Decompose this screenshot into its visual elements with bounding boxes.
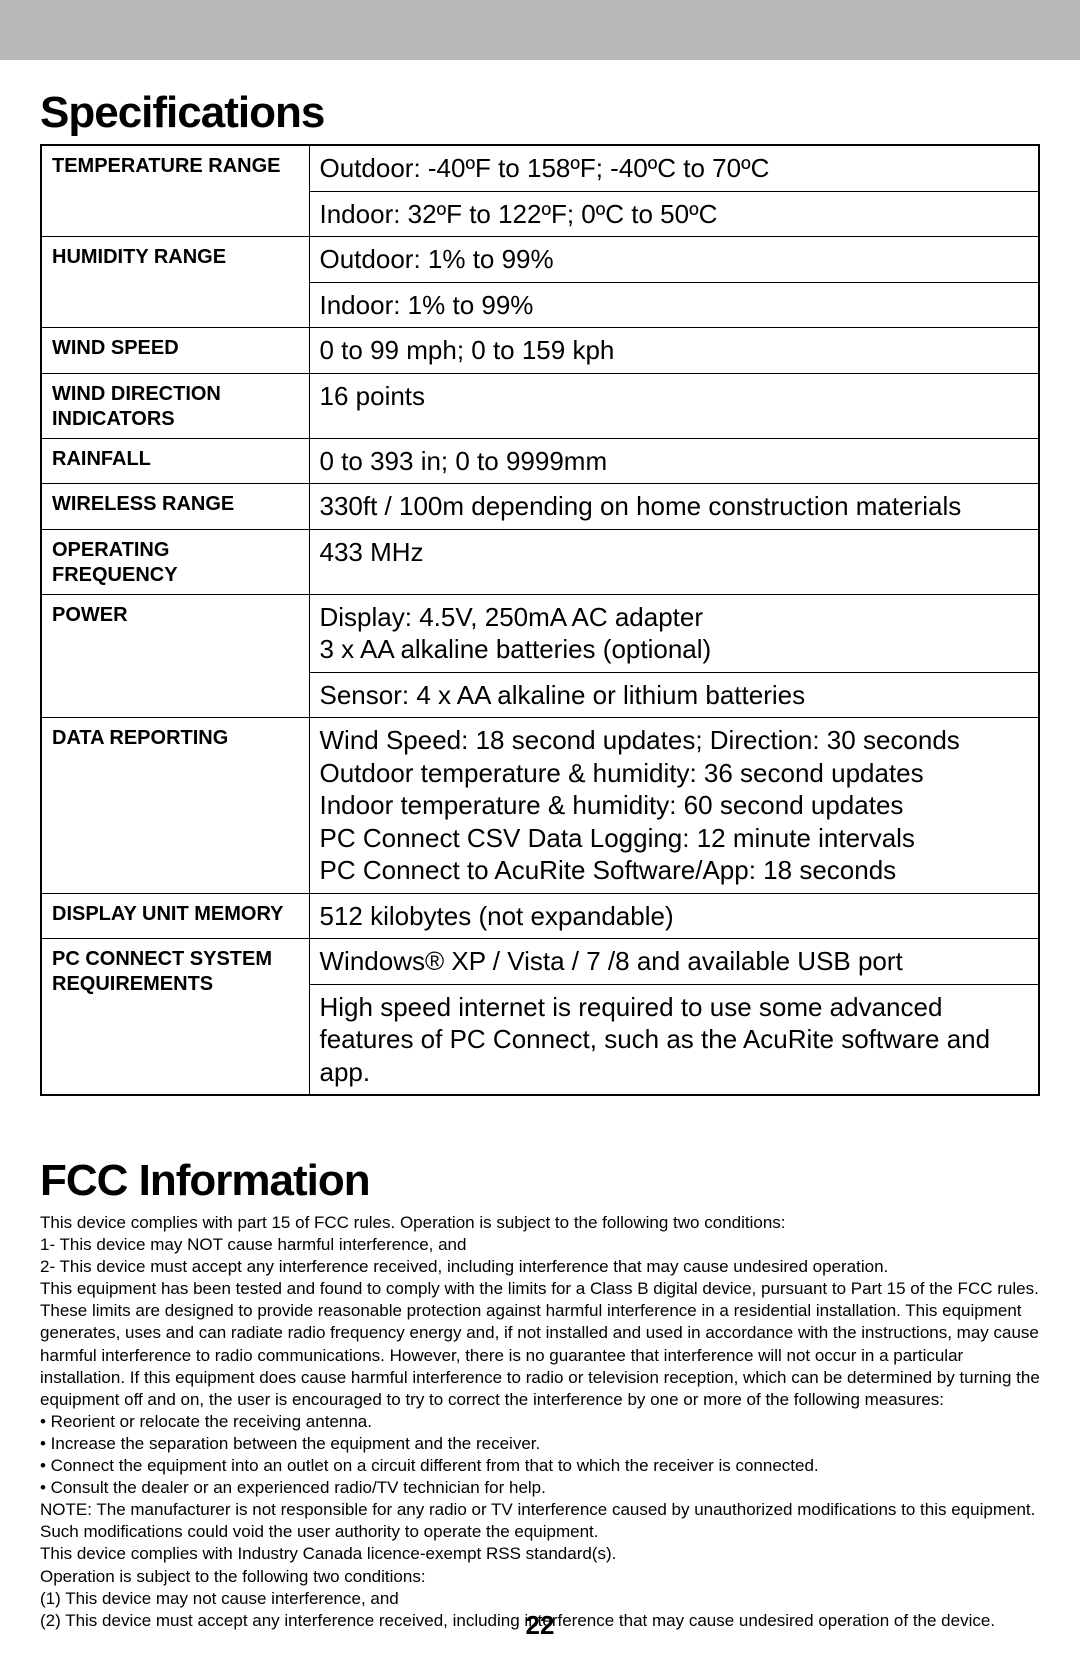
table-row: RAINFALL0 to 393 in; 0 to 9999mm <box>41 438 1039 484</box>
spec-value: High speed internet is required to use s… <box>309 984 1039 1095</box>
fcc-line: (1) This device may not cause interferen… <box>40 1588 1040 1610</box>
table-row: WIND SPEED0 to 99 mph; 0 to 159 kph <box>41 328 1039 374</box>
fcc-line: 2- This device must accept any interfere… <box>40 1256 1040 1278</box>
table-row: WIRELESS RANGE330ft / 100m depending on … <box>41 484 1039 530</box>
fcc-line: • Reorient or relocate the receiving ant… <box>40 1411 1040 1433</box>
spec-label: WIND DIRECTION INDICATORS <box>41 373 309 438</box>
specifications-heading: Specifications <box>40 88 1040 138</box>
spec-label: POWER <box>41 594 309 718</box>
fcc-line: NOTE: The manufacturer is not responsibl… <box>40 1499 1040 1543</box>
spec-value: Wind Speed: 18 second updates; Direction… <box>309 718 1039 894</box>
spec-value: 433 MHz <box>309 529 1039 594</box>
spec-label: TEMPERATURE RANGE <box>41 145 309 237</box>
table-row: TEMPERATURE RANGEOutdoor: -40ºF to 158ºF… <box>41 145 1039 191</box>
top-banner <box>0 0 1080 60</box>
fcc-line: • Consult the dealer or an experienced r… <box>40 1477 1040 1499</box>
spec-value: Sensor: 4 x AA alkaline or lithium batte… <box>309 672 1039 718</box>
fcc-line: This device complies with part 15 of FCC… <box>40 1212 1040 1234</box>
table-row: OPERATING FREQUENCY433 MHz <box>41 529 1039 594</box>
fcc-line: Operation is subject to the following tw… <box>40 1566 1040 1588</box>
table-row: POWERDisplay: 4.5V, 250mA AC adapter3 x … <box>41 594 1039 672</box>
page-number: 22 <box>0 1610 1080 1641</box>
spec-label: OPERATING FREQUENCY <box>41 529 309 594</box>
spec-value: 16 points <box>309 373 1039 438</box>
spec-label: HUMIDITY RANGE <box>41 237 309 328</box>
fcc-line: 1- This device may NOT cause harmful int… <box>40 1234 1040 1256</box>
specifications-table: TEMPERATURE RANGEOutdoor: -40ºF to 158ºF… <box>40 144 1040 1096</box>
spec-label: PC CONNECT SYSTEM REQUIREMENTS <box>41 939 309 1096</box>
fcc-line: This device complies with Industry Canad… <box>40 1543 1040 1565</box>
page-content: Specifications TEMPERATURE RANGEOutdoor:… <box>0 60 1080 1632</box>
table-row: WIND DIRECTION INDICATORS16 points <box>41 373 1039 438</box>
table-row: DISPLAY UNIT MEMORY512 kilobytes (not ex… <box>41 893 1039 939</box>
spec-label: DISPLAY UNIT MEMORY <box>41 893 309 939</box>
fcc-heading: FCC Information <box>40 1156 1040 1206</box>
spec-value: 512 kilobytes (not expandable) <box>309 893 1039 939</box>
spec-value: 0 to 393 in; 0 to 9999mm <box>309 438 1039 484</box>
spec-value: Outdoor: 1% to 99% <box>309 237 1039 283</box>
fcc-line: This equipment has been tested and found… <box>40 1278 1040 1411</box>
spec-value: Display: 4.5V, 250mA AC adapter3 x AA al… <box>309 594 1039 672</box>
table-row: PC CONNECT SYSTEM REQUIREMENTSWindows® X… <box>41 939 1039 985</box>
spec-label: RAINFALL <box>41 438 309 484</box>
spec-value: Outdoor: -40ºF to 158ºF; -40ºC to 70ºC <box>309 145 1039 191</box>
fcc-line: • Increase the separation between the eq… <box>40 1433 1040 1455</box>
spec-value: 0 to 99 mph; 0 to 159 kph <box>309 328 1039 374</box>
table-row: DATA REPORTINGWind Speed: 18 second upda… <box>41 718 1039 894</box>
fcc-body: This device complies with part 15 of FCC… <box>40 1212 1040 1632</box>
spec-value: 330ft / 100m depending on home construct… <box>309 484 1039 530</box>
spec-label: DATA REPORTING <box>41 718 309 894</box>
table-row: HUMIDITY RANGEOutdoor: 1% to 99% <box>41 237 1039 283</box>
spec-value: Indoor: 1% to 99% <box>309 282 1039 328</box>
fcc-line: • Connect the equipment into an outlet o… <box>40 1455 1040 1477</box>
spec-label: WIND SPEED <box>41 328 309 374</box>
spec-value: Windows® XP / Vista / 7 /8 and available… <box>309 939 1039 985</box>
spec-label: WIRELESS RANGE <box>41 484 309 530</box>
spec-value: Indoor: 32ºF to 122ºF; 0ºC to 50ºC <box>309 191 1039 237</box>
